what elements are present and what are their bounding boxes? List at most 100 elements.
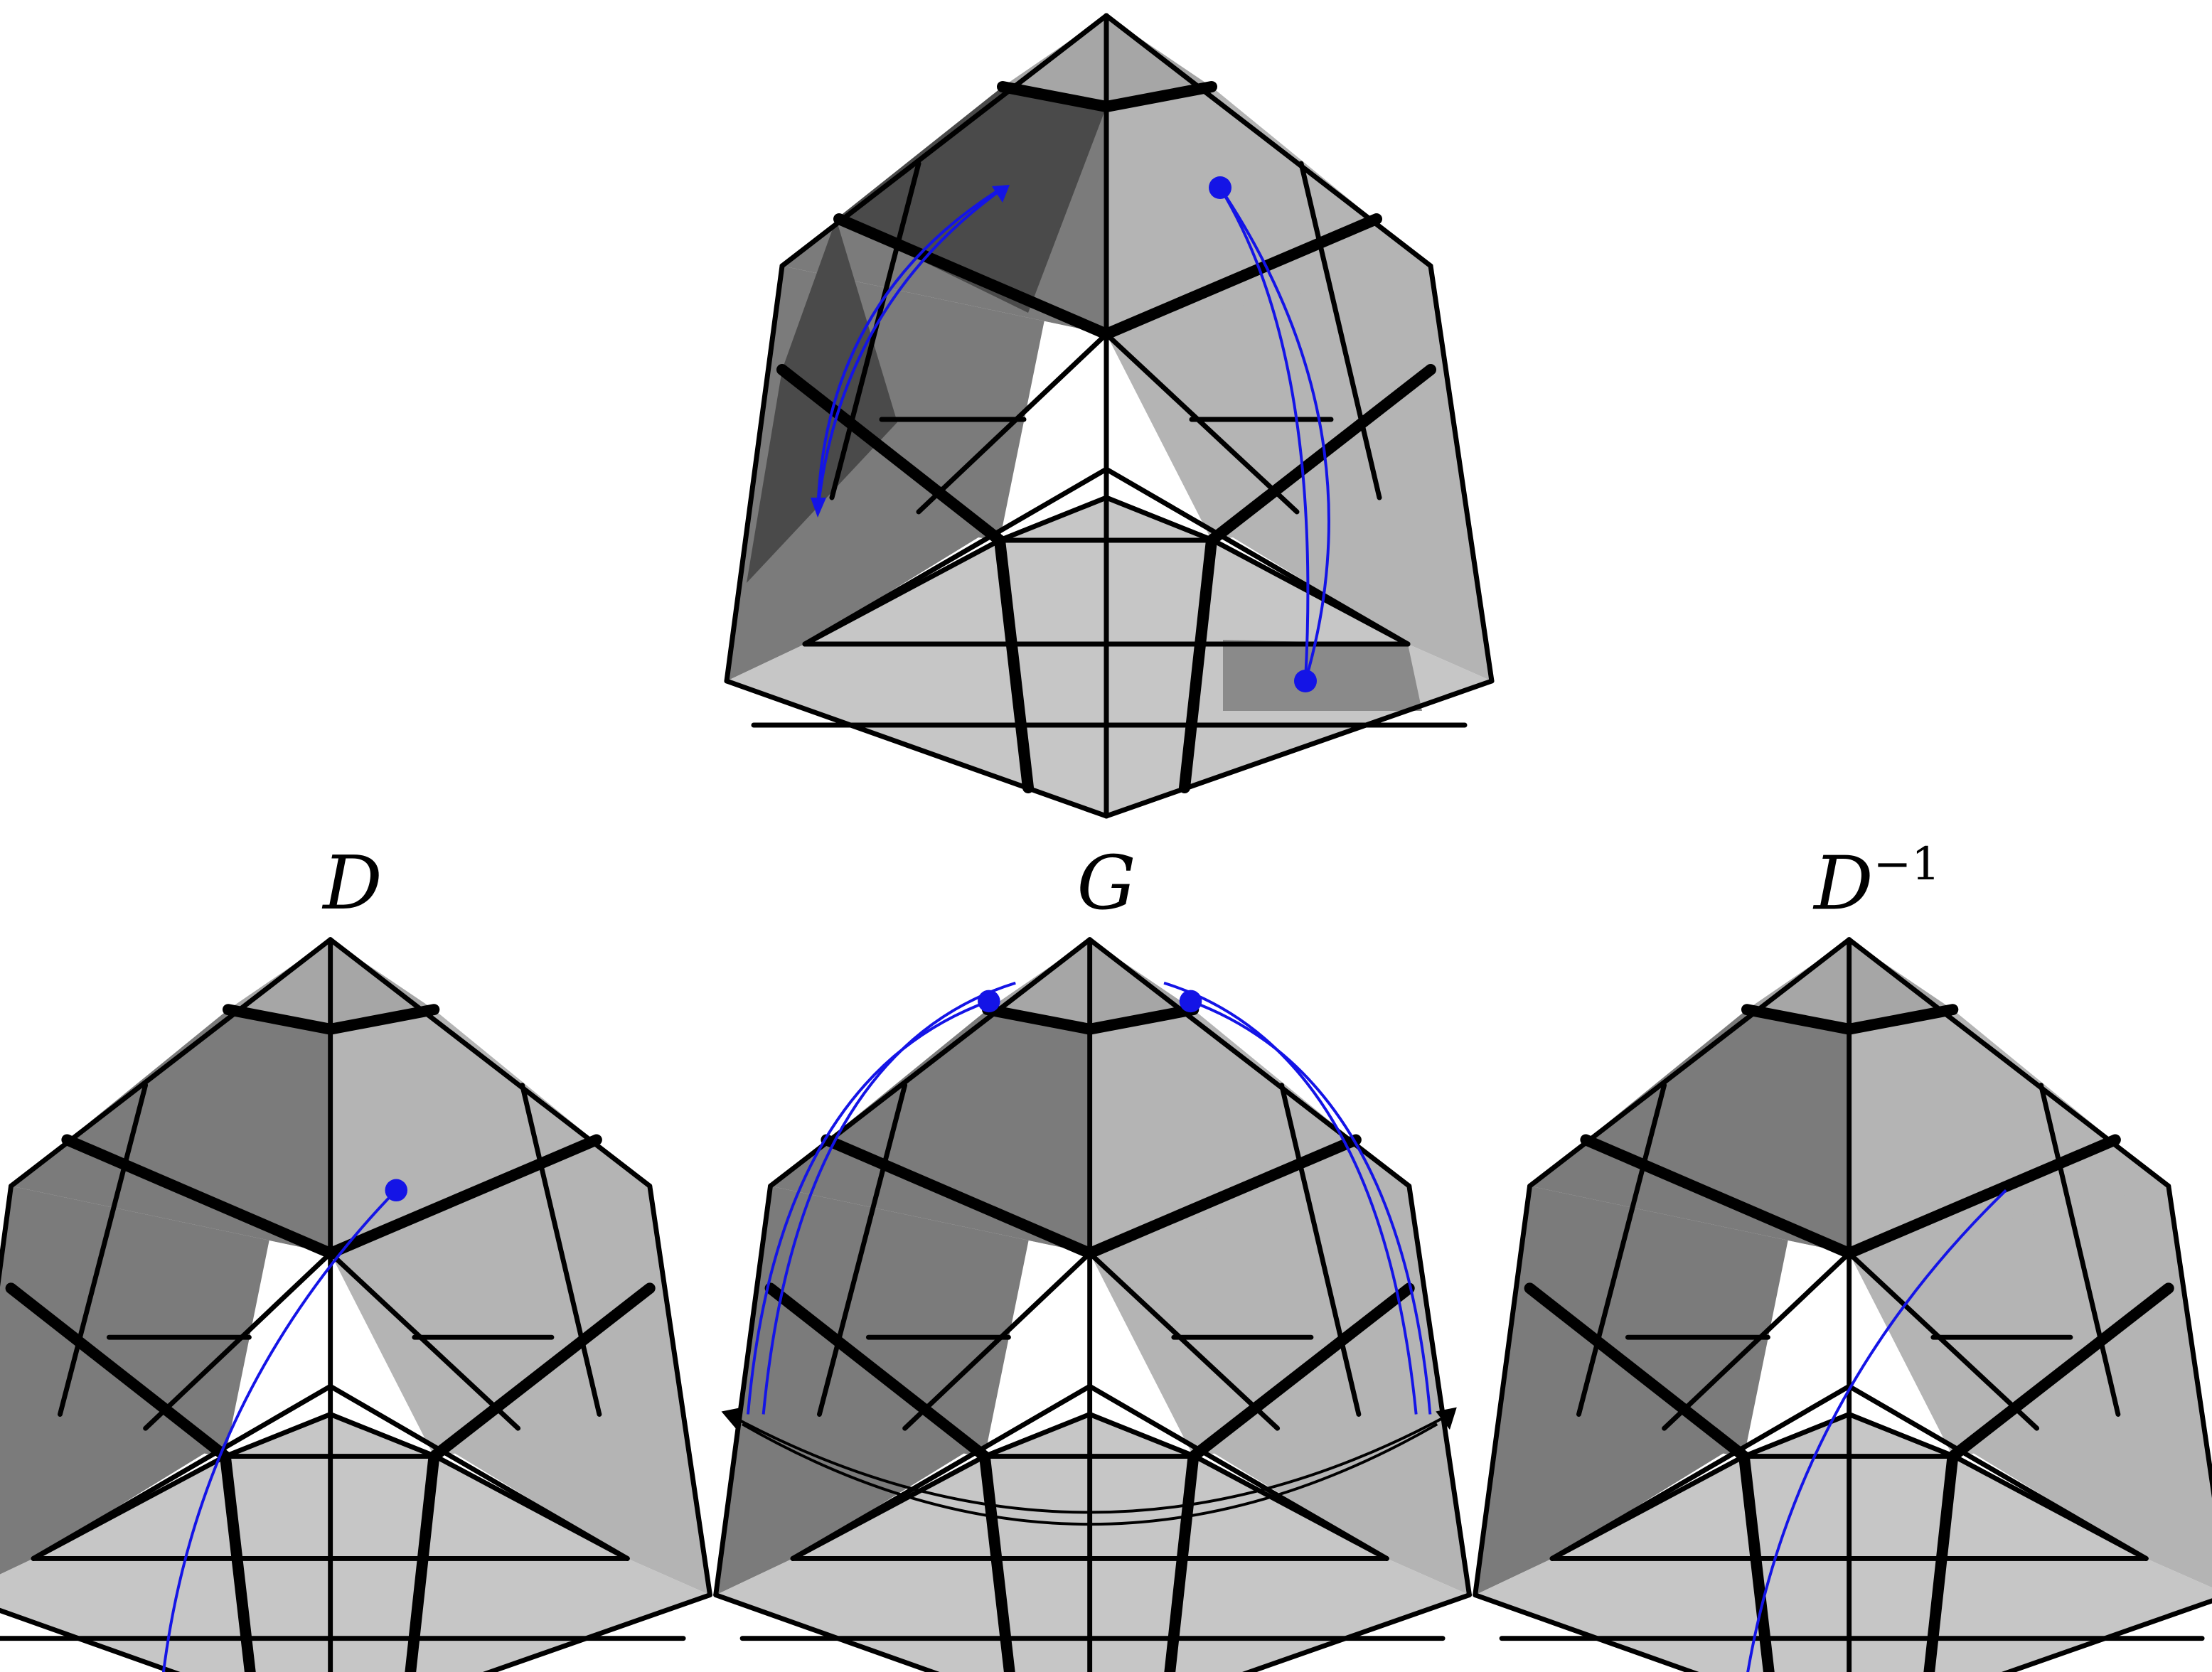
move-D-puzzle [0, 937, 712, 1672]
bottom-face [1475, 1414, 2212, 1672]
seam-6 [979, 1450, 1015, 1672]
arrow-start-dot-2 [1179, 990, 1202, 1013]
sticker-edge-9 [1087, 1250, 1281, 1431]
sticker-edge-8 [902, 1250, 1093, 1431]
seam-5 [1187, 1282, 1415, 1462]
sticker-edge-3 [1428, 263, 1495, 684]
label-D-text: D [323, 840, 383, 926]
label-D-inverse-exponent: −1 [1873, 838, 1940, 891]
upper-right-panel [1106, 87, 1431, 334]
arrow-head-4 [721, 1407, 743, 1430]
seam-7 [1179, 535, 1217, 793]
move-arrow-5 [742, 1422, 1438, 1526]
seam-0 [222, 1004, 336, 1035]
arrow-start-dot-3 [1294, 670, 1317, 692]
seam-4 [5, 1282, 231, 1462]
sticker-edge-9 [1847, 1250, 2040, 1431]
arrow-head-1 [811, 498, 826, 518]
sticker-edge-2 [1473, 1183, 1532, 1598]
sticker-edge-8 [1662, 1250, 1852, 1431]
move-D-inverse-puzzle [1473, 937, 2212, 1672]
top-puzzle [724, 13, 1495, 819]
move-arrow-4 [727, 1413, 1450, 1514]
sticker-edge-7 [2039, 1083, 2121, 1417]
sticker-edge-15 [1847, 1412, 1957, 1459]
label-D: D [323, 846, 382, 920]
sticker-edge-4 [724, 678, 1109, 819]
seam-2 [821, 1134, 1096, 1259]
highlight-sticker-0 [836, 87, 1106, 313]
sticker-edge-5 [482, 1592, 712, 1672]
upper-left-panel [1529, 1009, 1849, 1253]
upper-right-panel [330, 1009, 650, 1253]
sticker-edge-1 [328, 937, 653, 1189]
sticker-edge-15 [1087, 1412, 1197, 1459]
seam-1 [1101, 81, 1217, 112]
sticker-edge-0 [9, 937, 333, 1189]
sticker-edge-16 [790, 1383, 1093, 1561]
bottom-face [727, 498, 1492, 816]
seam-3 [1101, 213, 1382, 340]
sticker-edge-0 [1527, 937, 1852, 1189]
upper-right-panel [1089, 1009, 1409, 1253]
sticker-edge-14 [982, 1412, 1093, 1459]
seam-0 [981, 1004, 1096, 1035]
seam-4 [764, 1282, 990, 1462]
sticker-edge-16 [31, 1383, 333, 1561]
sticker-edge-4 [0, 1607, 181, 1672]
sticker-edge-8 [143, 1250, 333, 1431]
move-arrow-3 [1190, 1000, 1432, 1415]
sticker-edge-15 [1104, 495, 1216, 543]
sticker-edge-8 [916, 331, 1109, 515]
seam-5 [428, 1282, 656, 1462]
sticker-edge-9 [1104, 331, 1300, 515]
move-arrow-1 [747, 1000, 990, 1415]
seam-4 [1524, 1282, 1750, 1462]
arrow-head-0 [992, 185, 1010, 203]
sticker-edge-2 [713, 1183, 773, 1598]
sticker-edge-3 [2166, 1183, 2212, 1499]
move-arrow-3 [1219, 186, 1330, 682]
seam-5 [1206, 364, 1436, 546]
sticker-edge-16 [1549, 1383, 1852, 1561]
seam-1 [1843, 1004, 1959, 1035]
bottom-face [0, 1414, 710, 1672]
sticker-edge-0 [768, 937, 1093, 1189]
arrow-start-dot-0 [978, 990, 1000, 1013]
move-arrow-0 [762, 981, 1016, 1415]
seam-5 [1947, 1282, 2174, 1462]
move-arrow-1 [816, 186, 1005, 513]
seam-2 [61, 1134, 336, 1259]
seam-2 [833, 213, 1112, 340]
seam-6 [994, 535, 1034, 793]
bottom-face [715, 1414, 1470, 1672]
sticker-edge-5 [1241, 1592, 1472, 1672]
label-D-inverse-text: D [1814, 840, 1874, 927]
move-arrow-0 [1746, 1189, 2007, 1672]
move-arrow-2 [1219, 186, 1310, 682]
left-face [0, 939, 331, 1575]
seam-4 [776, 364, 1005, 546]
sticker-edge-3 [647, 1183, 712, 1598]
sticker-edge-4 [713, 1592, 940, 1672]
sticker-edge-5 [1104, 678, 1495, 819]
seam-3 [1843, 1134, 2121, 1259]
sticker-edge-0 [779, 13, 1109, 269]
move-arrow-0 [162, 1189, 397, 1672]
upper-left-panel [11, 1009, 331, 1253]
sticker-edge-6 [58, 1083, 149, 1417]
sticker-edge-6 [829, 161, 921, 500]
seam-6 [1738, 1450, 1775, 1672]
sticker-edge-14 [223, 1412, 333, 1459]
sticker-edge-6 [817, 1083, 908, 1417]
sticker-edge-14 [997, 495, 1109, 543]
left-face [727, 16, 1106, 681]
sticker-edge-17 [1847, 1383, 2149, 1561]
seam-6 [220, 1450, 256, 1672]
sticker-edge-16 [802, 466, 1109, 647]
seam-7 [1923, 1450, 1959, 1672]
left-face [715, 939, 1090, 1595]
sticker-edge-3 [1406, 1183, 1472, 1598]
sticker-edge-17 [1087, 1383, 1389, 1561]
